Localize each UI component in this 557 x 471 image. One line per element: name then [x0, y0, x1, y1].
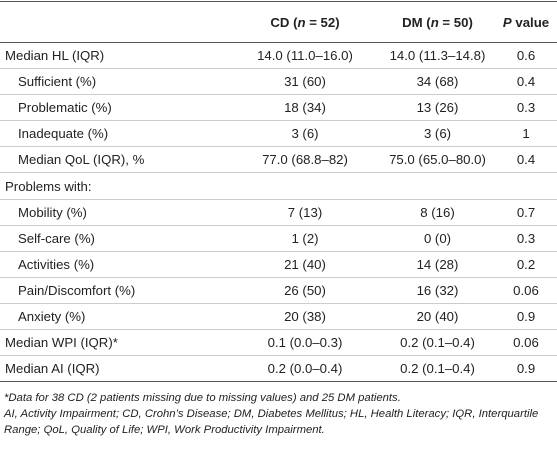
row-label: Self-care (%): [0, 225, 230, 252]
header-text: DM (: [402, 14, 431, 30]
table-row: Problems with:: [0, 172, 557, 200]
row-label: Median QoL (IQR), %: [0, 146, 230, 174]
table-row: Median AI (IQR) 0.2 (0.0–0.4) 0.2 (0.1–0.4…: [0, 355, 557, 383]
cell: 20 (38): [230, 303, 380, 331]
cell: 0.9: [495, 355, 557, 383]
cell: 0.1 (0.0–0.3): [230, 329, 380, 357]
row-label: Inadequate (%): [0, 120, 230, 148]
row-label: Anxiety (%): [0, 303, 230, 331]
cell: [380, 172, 495, 200]
row-label: Mobility (%): [0, 199, 230, 226]
column-header: [0, 1, 230, 43]
header-text: = 50): [438, 14, 473, 30]
table-row: Inadequate (%) 3 (6) 3 (6) 1: [0, 120, 557, 148]
header-text: n: [430, 14, 439, 30]
table-head: CD (n = 52) DM (n = 50) P value: [0, 1, 557, 43]
table-body: Median HL (IQR) 14.0 (11.0–16.0) 14.0 (11.…: [0, 42, 557, 383]
cell: 1 (2): [230, 225, 380, 252]
table-row: Self-care (%) 1 (2) 0 (0) 0.3: [0, 225, 557, 252]
table-row: Mobility (%) 7 (13) 8 (16) 0.7: [0, 199, 557, 226]
data-table: CD (n = 52) DM (n = 50) P value Median HL …: [0, 1, 557, 383]
row-label: Sufficient (%): [0, 68, 230, 96]
header-text: = 52): [305, 14, 340, 30]
cell: 1: [495, 120, 557, 148]
cell: 3 (6): [230, 120, 380, 148]
row-label: Problems with:: [0, 172, 230, 200]
cell: 0.3: [495, 225, 557, 252]
table-row: Activities (%) 21 (40) 14 (28) 0.2: [0, 251, 557, 278]
table-row: Problematic (%) 18 (34) 13 (26) 0.3: [0, 94, 557, 122]
cell: 18 (34): [230, 94, 380, 122]
cell: 0.7: [495, 199, 557, 226]
table-row: Sufficient (%) 31 (60) 34 (68) 0.4: [0, 68, 557, 96]
cell: 0.4: [495, 146, 557, 174]
cell: 0.4: [495, 68, 557, 96]
table-row: Median QoL (IQR), % 77.0 (68.8–82) 75.0 (6…: [0, 146, 557, 174]
header-text: value: [511, 14, 550, 30]
cell: 14.0 (11.3–14.8): [380, 42, 495, 70]
row-label: Activities (%): [0, 251, 230, 278]
cell: 77.0 (68.8–82): [230, 146, 380, 174]
table-row: Median HL (IQR) 14.0 (11.0–16.0) 14.0 (11.…: [0, 42, 557, 70]
row-label: Median AI (IQR): [0, 355, 230, 383]
column-header: DM (n = 50): [380, 1, 495, 43]
cell: 0.9: [495, 303, 557, 331]
cell: 14.0 (11.0–16.0): [230, 42, 380, 70]
table-row: Anxiety (%) 20 (38) 20 (40) 0.9: [0, 303, 557, 331]
cell: 75.0 (65.0–80.0): [380, 146, 495, 174]
cell: 0.2 (0.1–0.4): [380, 355, 495, 383]
cell: 7 (13): [230, 199, 380, 226]
cell: 26 (50): [230, 277, 380, 304]
cell: 20 (40): [380, 303, 495, 331]
cell: 0.2: [495, 251, 557, 278]
cell: 34 (68): [380, 68, 495, 96]
cell: 0.06: [495, 277, 557, 304]
cell: 14 (28): [380, 251, 495, 278]
cell: 0.3: [495, 94, 557, 122]
column-header: CD (n = 52): [230, 1, 380, 43]
footnote: AI, Activity Impairment; CD, Crohn’s Dis…: [4, 408, 539, 437]
table-row: Pain/Discomfort (%) 26 (50) 16 (32) 0.06: [0, 277, 557, 304]
footnotes: *Data for 38 CD (2 patients missing due …: [0, 382, 557, 438]
cell: 0.2 (0.1–0.4): [380, 329, 495, 357]
cell: [495, 172, 557, 200]
footnote: *Data for 38 CD (2 patients missing due …: [4, 392, 401, 405]
cell: 16 (32): [380, 277, 495, 304]
row-label: Pain/Discomfort (%): [0, 277, 230, 304]
header-text: n: [297, 14, 306, 30]
row-label: Problematic (%): [0, 94, 230, 122]
cell: 0 (0): [380, 225, 495, 252]
column-header: P value: [495, 1, 557, 43]
row-label: Median WPI (IQR)*: [0, 329, 230, 357]
cell: 0.2 (0.0–0.4): [230, 355, 380, 383]
table-row: Median WPI (IQR)* 0.1 (0.0–0.3) 0.2 (0.1–0…: [0, 329, 557, 357]
cell: 0.6: [495, 42, 557, 70]
cell: 8 (16): [380, 199, 495, 226]
header-row: CD (n = 52) DM (n = 50) P value: [0, 1, 557, 43]
cell: 31 (60): [230, 68, 380, 96]
row-label: Median HL (IQR): [0, 42, 230, 70]
header-text: P: [502, 14, 512, 30]
cell: 3 (6): [380, 120, 495, 148]
header-text: CD (: [270, 14, 298, 30]
cell: [230, 172, 380, 200]
cell: 0.06: [495, 329, 557, 357]
cell: 13 (26): [380, 94, 495, 122]
cell: 21 (40): [230, 251, 380, 278]
